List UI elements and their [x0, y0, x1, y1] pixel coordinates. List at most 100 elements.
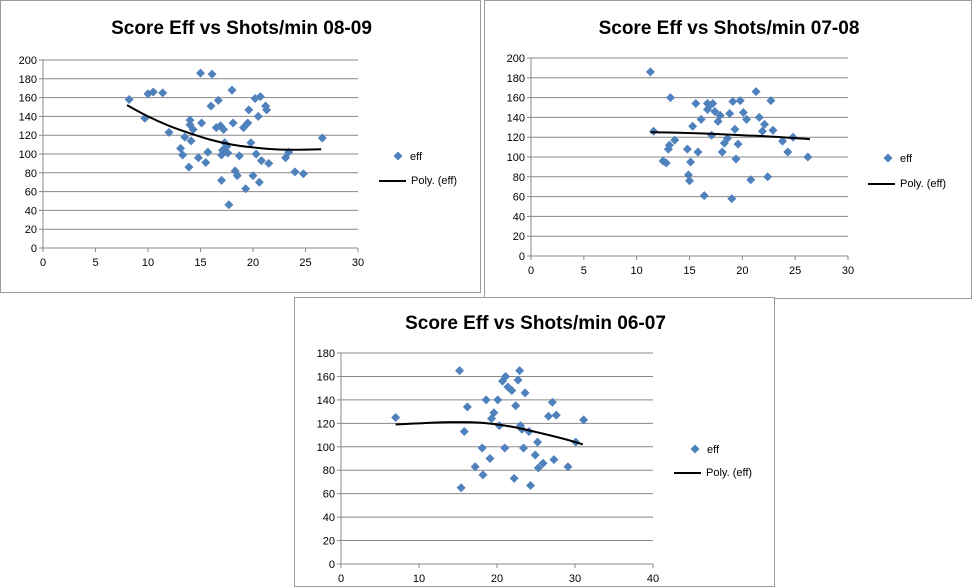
data-point — [515, 366, 525, 376]
data-point — [477, 443, 487, 453]
x-tick-label: 20 — [247, 257, 259, 269]
chart-panel-0809: Score Eff vs Shots/min 08-09 0 20 40 60 80 10… — [0, 0, 481, 293]
data-point — [513, 375, 523, 385]
data-point — [699, 191, 709, 201]
data-point — [746, 175, 756, 185]
data-point — [520, 388, 530, 398]
x-tick-label: 20 — [736, 265, 748, 277]
data-point — [730, 124, 740, 134]
y-tick-label: 60 — [25, 187, 37, 199]
chart-svg-0708: 0 20 40 60 80 100 120 140 160 180 200 0 5 10 15 20 25 30 e… — [507, 53, 946, 277]
data-point — [760, 119, 770, 129]
y-tick-label: 20 — [323, 536, 335, 548]
data-point — [511, 401, 521, 411]
data-point — [497, 376, 507, 386]
data-point — [262, 105, 272, 115]
x-tick-label: 30 — [842, 265, 854, 277]
data-point — [665, 93, 675, 103]
legend-marker-icon — [393, 151, 403, 161]
x-tick-label: 10 — [631, 265, 643, 277]
trendline — [395, 421, 584, 446]
data-point — [663, 144, 673, 154]
x-tick-label: 5 — [92, 257, 98, 269]
legend-label-poly: Poly. (eff) — [411, 175, 457, 187]
data-point — [688, 121, 698, 131]
chart-svg-0607: 0 20 40 60 80 100 120 140 160 180 0 10 20 30 40 eff Poly… — [317, 348, 752, 585]
data-point — [459, 427, 469, 437]
data-point — [207, 69, 217, 79]
data-point — [227, 85, 237, 95]
y-tick-label: 0 — [329, 559, 335, 571]
data-point — [232, 171, 242, 181]
legend-marker-icon — [690, 444, 700, 454]
x-tick-label: 25 — [789, 265, 801, 277]
x-tick-label: 0 — [528, 265, 534, 277]
x-tick-label: 15 — [683, 265, 695, 277]
y-tick-label: 60 — [513, 192, 525, 204]
chart-svg-0809: 0 20 40 60 80 100 120 140 160 180 200 0 5 10 15 20 25 30 e… — [19, 55, 457, 269]
data-point — [251, 149, 261, 159]
data-point — [470, 462, 480, 472]
data-point — [682, 144, 692, 154]
data-point — [317, 133, 327, 143]
data-point — [184, 162, 194, 172]
data-point — [664, 140, 674, 150]
chart-panel-0607: Score Eff vs Shots/min 06-07 0 20 40 60 80 10… — [294, 297, 775, 587]
y-tick-label: 100 — [317, 442, 335, 454]
data-point — [763, 172, 773, 182]
data-point — [691, 99, 701, 109]
data-point — [217, 175, 226, 185]
y-tick-label: 140 — [317, 395, 335, 407]
y-tick-label: 200 — [19, 55, 37, 67]
y-tick-label: 80 — [323, 465, 335, 477]
y-tick-label: 0 — [31, 243, 37, 255]
y-tick-label: 40 — [25, 205, 37, 217]
data-point — [683, 170, 693, 180]
data-point — [234, 151, 244, 161]
data-point — [717, 147, 727, 157]
data-point — [148, 87, 158, 97]
legend-label-eff: eff — [900, 153, 913, 165]
y-tick-label: 120 — [317, 418, 335, 430]
data-point — [481, 395, 491, 405]
y-tick-label: 160 — [19, 93, 37, 105]
y-tick-label: 180 — [19, 74, 37, 86]
y-tick-label: 160 — [317, 371, 335, 383]
data-point — [228, 118, 238, 128]
y-tick-label: 40 — [323, 512, 335, 524]
data-point — [255, 92, 265, 102]
data-point — [264, 158, 274, 168]
data-point — [738, 107, 748, 117]
data-point — [670, 135, 680, 145]
data-point — [710, 106, 720, 116]
data-point — [391, 412, 401, 422]
y-tick-label: 120 — [507, 132, 525, 144]
data-point — [733, 139, 743, 149]
data-point — [538, 458, 548, 468]
data-point — [254, 177, 264, 187]
data-point — [197, 118, 207, 128]
data-point — [686, 157, 696, 167]
trendline — [126, 104, 322, 151]
x-tick-label: 0 — [40, 257, 46, 269]
data-point — [731, 154, 741, 164]
x-tick-label: 25 — [299, 257, 311, 269]
x-tick-label: 30 — [569, 573, 581, 585]
data-point — [519, 443, 529, 453]
x-tick-label: 0 — [338, 573, 344, 585]
data-point — [723, 133, 733, 143]
data-point — [500, 443, 510, 453]
data-point — [213, 95, 223, 105]
y-tick-label: 140 — [19, 111, 37, 123]
data-point — [478, 470, 488, 480]
data-point — [547, 397, 557, 407]
legend-label-eff: eff — [707, 444, 720, 456]
data-point — [524, 427, 534, 437]
data-point — [493, 395, 503, 405]
data-point — [526, 480, 536, 490]
data-point — [777, 136, 787, 146]
data-point — [543, 411, 553, 421]
data-point — [224, 200, 234, 210]
x-tick-label: 20 — [491, 573, 503, 585]
data-point — [298, 169, 308, 179]
